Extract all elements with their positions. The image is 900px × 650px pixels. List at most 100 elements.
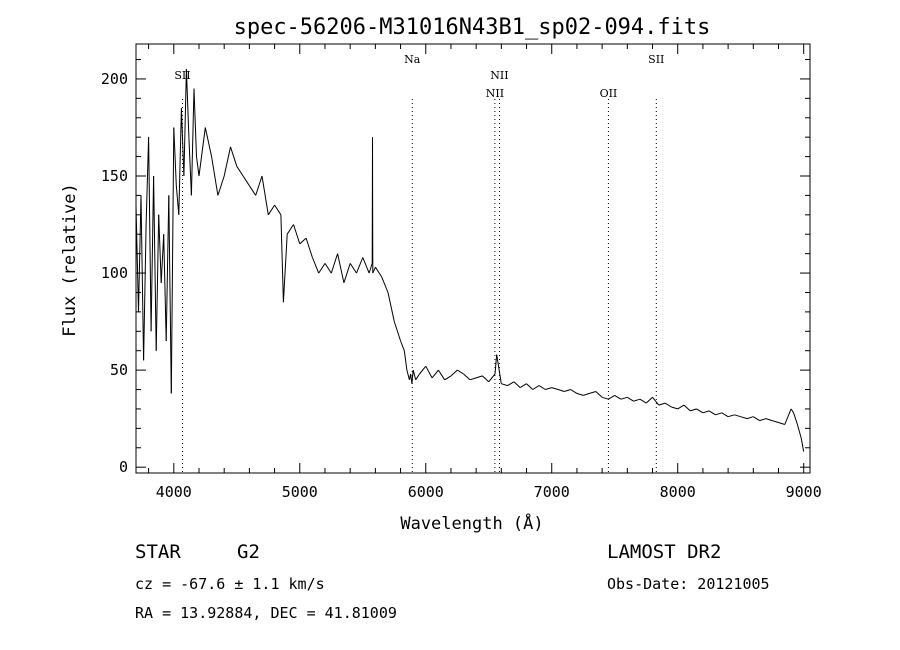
spectrum-segment — [148, 137, 152, 332]
spectrum-segment — [551, 387, 559, 390]
spectrum-segment — [178, 108, 182, 215]
spectrum-segment — [419, 365, 427, 375]
spectrum-segment — [589, 391, 596, 394]
spectrum-segment — [286, 224, 294, 235]
spectrum-segment — [450, 369, 458, 377]
spectrum-segment — [311, 257, 320, 274]
spectrum-segment — [601, 396, 609, 400]
plot-axes — [135, 43, 811, 474]
spectrum-segment — [415, 373, 420, 381]
spectrum-segment — [633, 398, 641, 402]
spectrum-segment — [196, 156, 200, 177]
spectrum-segment — [784, 408, 792, 425]
spectrum-segment — [267, 204, 276, 216]
spectrum-segment — [671, 406, 678, 410]
spectrum-segment — [138, 195, 142, 312]
spectrum-segment — [715, 412, 722, 416]
spectrum-segment — [765, 418, 773, 422]
y-tick-label: 150 — [101, 167, 128, 185]
spectrum-segment — [145, 137, 150, 225]
spectrum-segment — [759, 418, 767, 422]
spectrum-segment — [740, 416, 748, 420]
spectrum-segment — [193, 88, 197, 157]
spectrum-segment — [538, 385, 546, 390]
spectrum-segment — [790, 408, 795, 414]
spectrum-series — [135, 69, 805, 452]
spectrum-segment — [180, 108, 185, 177]
velocity-label: cz = -67.6 ± 1.1 km/s — [135, 575, 325, 593]
x-tick-label: 4000 — [156, 483, 192, 501]
spectrum-segment — [173, 127, 177, 186]
subclass-label: G2 — [237, 541, 260, 563]
spectrum-segment — [652, 396, 660, 406]
axis-ticks: 4000 5000 6000 7000 8000 9000 0 50 100 150 200 — [101, 44, 822, 501]
spectrum-segment — [242, 175, 250, 186]
spectrum-segment — [230, 146, 238, 167]
x-tick-label: 9000 — [786, 483, 822, 501]
spectrum-segment — [614, 394, 622, 400]
spectrum-segment — [627, 396, 634, 402]
spectrum-segment — [412, 369, 417, 380]
spectrum-segment — [793, 412, 798, 425]
spectral-line-label: SII — [174, 69, 190, 82]
spectrum-segment — [702, 410, 710, 414]
spectrum-segment — [211, 156, 219, 196]
spectrum-segment — [431, 369, 439, 379]
spectrum-segment — [368, 263, 373, 274]
spectrum-segment — [690, 408, 697, 412]
spectrum-segment — [696, 408, 704, 414]
spectral-line-markers: SII Na NII NII OII SII — [174, 53, 664, 473]
spectrum-segment — [305, 237, 313, 258]
spectrum-segment — [463, 373, 471, 381]
spectrum-segment — [140, 195, 145, 361]
spectrum-segment — [545, 387, 552, 390]
spectrum-segment — [658, 402, 666, 406]
spectrum-segment — [475, 375, 483, 379]
spectrum-segment — [155, 214, 160, 351]
spectrum-segment — [496, 354, 502, 384]
spectrum-segment — [274, 204, 282, 216]
chart-title: spec-56206-M31016N43B1_sp02-094.fits — [234, 15, 711, 40]
spectrum-segment — [532, 385, 540, 390]
spectrum-segment — [403, 350, 408, 371]
spectrum-segment — [190, 88, 195, 196]
spectrum-segment — [753, 416, 760, 422]
spectrum-segment — [796, 424, 802, 439]
spectrum-segment — [469, 377, 477, 381]
spectrum-segment — [261, 175, 269, 215]
y-tick-label: 200 — [101, 70, 128, 88]
spectral-line-label: SII — [648, 53, 664, 66]
spectrum-segment — [746, 416, 754, 420]
spectrum-segment — [330, 253, 339, 274]
spectrum-segment — [165, 195, 170, 342]
spectrum-segment — [280, 214, 284, 303]
spectrum-segment — [337, 253, 345, 283]
spectrum-segment — [507, 381, 515, 387]
spectrum-segment — [411, 370, 414, 384]
spectrum-segment — [425, 365, 433, 379]
spectrum-segment — [519, 383, 527, 389]
spectrum-segment — [381, 276, 389, 293]
spectrum-segment — [204, 127, 213, 157]
x-axis-label: Wavelength (Å) — [400, 512, 543, 534]
spectrum-segment — [170, 127, 175, 394]
y-tick-label: 50 — [110, 361, 128, 379]
spectrum-segment — [160, 234, 165, 283]
spectrum-segment — [349, 263, 357, 274]
spectrum-segment — [343, 263, 351, 283]
spectrum-segment — [255, 175, 263, 196]
spectrum-segment — [372, 266, 376, 274]
spectral-line-label: NII — [490, 69, 508, 82]
spectrum-segment — [406, 369, 410, 380]
spectrum-segment — [721, 412, 729, 418]
spectrum-segment — [772, 420, 779, 423]
spectrum-segment — [163, 234, 167, 342]
obs-date-label: Obs-Date: 20121005 — [607, 575, 770, 593]
spectrum-segment — [557, 389, 565, 392]
x-tick-label: 7000 — [534, 483, 570, 501]
spectrum-segment — [608, 394, 615, 400]
spectrum-segment — [183, 69, 187, 177]
spectrum-segment — [727, 414, 735, 418]
object-type-label: STAR — [135, 541, 181, 563]
